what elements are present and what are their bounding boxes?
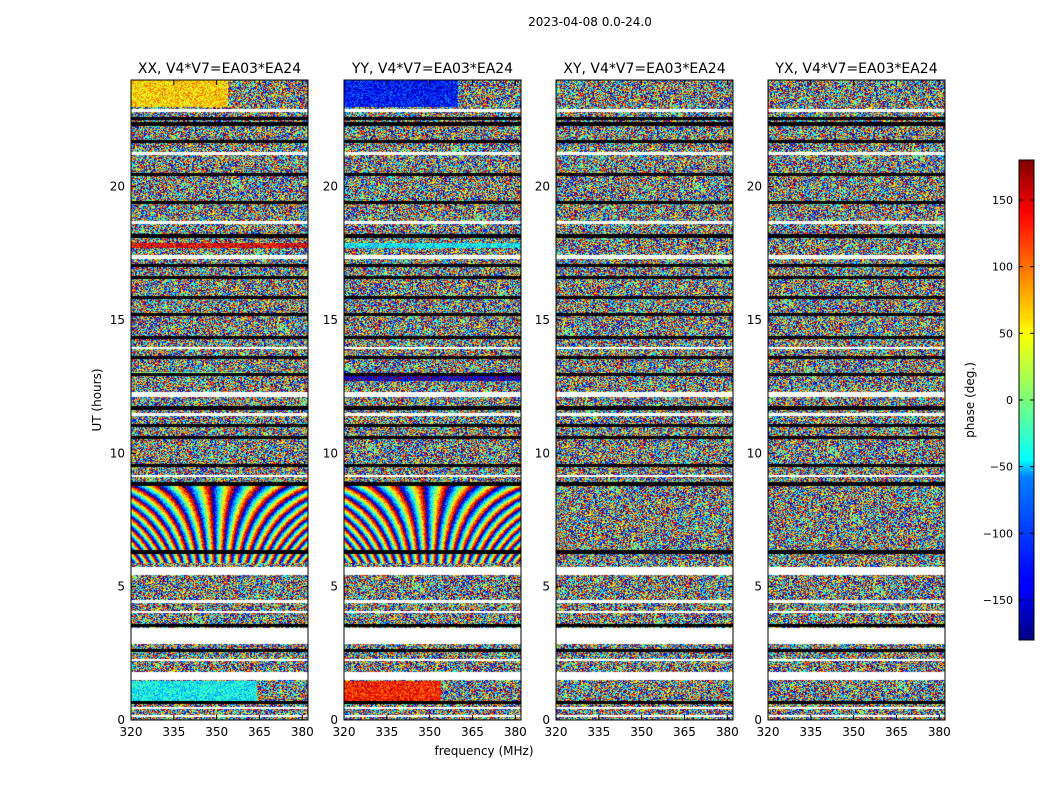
x-axis-label: frequency (MHz) [434, 744, 533, 758]
colorbar-label: phase (deg.) [963, 362, 977, 438]
colorbar-tick-label: 100 [992, 261, 1013, 274]
x-tick-label: 335 [375, 725, 398, 739]
y-tick-label: 5 [754, 580, 762, 594]
y-tick-label: 0 [117, 713, 125, 727]
x-tick-label: 320 [120, 725, 143, 739]
panel-frame [343, 79, 522, 721]
colorbar-tick-label: −50 [990, 461, 1013, 474]
panels: XX, V4*V7=EA03*EA24 320 335 350 365 380 0 5 10 15… [110, 61, 951, 739]
y-tick-label: 20 [323, 180, 338, 194]
x-tick-label: 335 [162, 725, 185, 739]
x-tick-label: 350 [418, 725, 441, 739]
x-tick-label: 365 [673, 725, 696, 739]
x-tick-label: 380 [504, 725, 527, 739]
x-tick-label: 380 [291, 725, 314, 739]
y-tick-label: 15 [535, 313, 550, 327]
colorbar-tick-label: 0 [1006, 394, 1013, 407]
colorbar-tick-label: 50 [999, 327, 1013, 340]
y-tick-label: 10 [747, 446, 762, 460]
y-tick-label: 0 [754, 713, 762, 727]
panel-frame [130, 79, 309, 721]
x-tick-label: 350 [205, 725, 228, 739]
panel-yx: YX, V4*V7=EA03*EA24 320 335 350 365 380 0 5 10 15… [747, 61, 951, 739]
y-tick-label: 15 [323, 313, 338, 327]
colorbar-tick-label: −100 [983, 527, 1013, 540]
x-tick-label: 335 [799, 725, 822, 739]
y-tick-label: 20 [535, 180, 550, 194]
y-tick-label: 15 [747, 313, 762, 327]
y-tick-label: 10 [535, 446, 550, 460]
x-tick-label: 350 [842, 725, 865, 739]
heatmap-xx [131, 80, 308, 720]
y-tick-label: 20 [747, 180, 762, 194]
y-tick-label: 5 [117, 580, 125, 594]
x-tick-label: 365 [248, 725, 271, 739]
y-tick-label: 10 [323, 446, 338, 460]
x-tick-label: 335 [587, 725, 610, 739]
panel-xy: XY, V4*V7=EA03*EA24 320 335 350 365 380 0 5 10 15… [535, 61, 739, 739]
x-tick-label: 320 [757, 725, 780, 739]
colorbar: 150 100 50 0 −50 −100 −150 [983, 159, 1035, 641]
colorbar-tick-label: 150 [992, 194, 1013, 207]
chart-title: 2023-04-08 0.0-24.0 [528, 15, 652, 29]
y-tick-label: 5 [330, 580, 338, 594]
panel-frame [767, 79, 946, 721]
y-axis-label: UT (hours) [90, 368, 104, 431]
heatmap-yy [344, 80, 521, 720]
x-tick-label: 320 [333, 725, 356, 739]
y-tick-label: 0 [330, 713, 338, 727]
panel-title: XY, V4*V7=EA03*EA24 [563, 61, 725, 77]
x-tick-label: 380 [716, 725, 739, 739]
y-tick-label: 15 [110, 313, 125, 327]
y-tick-label: 5 [542, 580, 550, 594]
x-tick-label: 365 [461, 725, 484, 739]
heatmap-yx [768, 80, 945, 720]
panel-title: YX, V4*V7=EA03*EA24 [774, 61, 937, 77]
x-tick-label: 365 [885, 725, 908, 739]
panel-frame [555, 79, 734, 721]
y-tick-label: 10 [110, 446, 125, 460]
panel-yy: YY, V4*V7=EA03*EA24 320 335 350 365 380 0 5 10 15… [323, 61, 527, 739]
panel-title: YY, V4*V7=EA03*EA24 [351, 61, 513, 77]
x-tick-label: 320 [545, 725, 568, 739]
x-tick-label: 380 [928, 725, 951, 739]
panel-xx: XX, V4*V7=EA03*EA24 320 335 350 365 380 0 5 10 15… [110, 61, 314, 739]
x-tick-label: 350 [630, 725, 653, 739]
y-tick-label: 0 [542, 713, 550, 727]
panel-title: XX, V4*V7=EA03*EA24 [138, 61, 301, 77]
heatmap-xy [556, 80, 733, 720]
colorbar-tick-label: −150 [983, 594, 1013, 607]
y-tick-label: 20 [110, 180, 125, 194]
